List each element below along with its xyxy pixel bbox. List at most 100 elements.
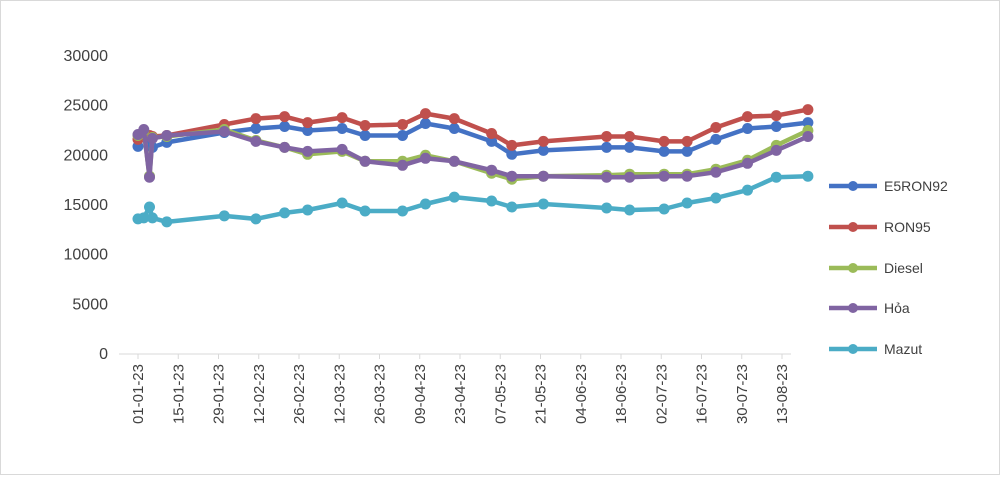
legend: E5RON92 RON95 Diesel Hỏa Mazut [829, 178, 948, 357]
legend-marker [848, 222, 858, 232]
legend-item: Hỏa [829, 300, 910, 316]
data-point [336, 197, 348, 209]
x-axis: 01-01-23 15-01-23 29-01-23 12-02-23 26-02-23… [119, 353, 791, 424]
data-point [742, 111, 753, 123]
series-ron95 [132, 104, 814, 151]
data-point [144, 201, 155, 213]
data-point [250, 135, 262, 147]
data-point [770, 121, 782, 132]
x-tick-label: 26-02-23 [291, 364, 308, 424]
series-mazut [132, 170, 814, 228]
series-line [135, 173, 811, 225]
data-point [279, 111, 291, 123]
data-point [486, 164, 498, 176]
series-line [135, 107, 811, 148]
data-point [279, 207, 291, 219]
data-point [710, 166, 722, 178]
data-point [336, 143, 348, 155]
data-point [681, 135, 693, 147]
data-point [802, 117, 814, 129]
data-point [742, 184, 753, 196]
data-point [138, 124, 150, 135]
data-point [279, 121, 291, 132]
x-tick-label: 16-07-23 [694, 364, 711, 424]
y-tick-label: 20000 [64, 147, 109, 164]
data-point [420, 198, 431, 210]
series-layer [132, 104, 814, 228]
data-point [302, 145, 314, 157]
data-point [506, 170, 518, 182]
data-point [770, 144, 782, 156]
y-tick-label: 30000 [64, 48, 109, 65]
legend-item: RON95 [829, 219, 931, 235]
data-point [742, 157, 753, 169]
y-tick-label: 15000 [64, 197, 109, 214]
data-point [601, 202, 613, 214]
data-point [144, 171, 155, 183]
data-point [658, 135, 670, 147]
data-point [397, 119, 408, 130]
data-point [420, 118, 431, 129]
x-tick-label: 26-03-23 [372, 364, 389, 424]
data-point [359, 130, 371, 141]
data-point [658, 145, 670, 157]
data-point [624, 141, 636, 153]
series-hỏa [132, 124, 814, 183]
data-point [448, 155, 460, 167]
data-point [250, 213, 262, 225]
legend-item: Mazut [829, 341, 922, 357]
data-point [336, 123, 348, 134]
legend-label: E5RON92 [884, 178, 948, 194]
x-tick-label: 30-07-23 [734, 364, 751, 424]
x-tick-label: 12-03-23 [331, 364, 348, 424]
data-point [710, 122, 722, 133]
data-point [601, 131, 613, 142]
data-point [250, 113, 262, 125]
data-point [359, 155, 371, 167]
data-point [802, 170, 814, 182]
data-point [359, 205, 371, 217]
data-point [506, 139, 518, 151]
data-point [624, 131, 636, 142]
data-point [506, 201, 518, 213]
y-tick-label: 10000 [64, 247, 109, 264]
x-tick-label: 13-08-23 [774, 364, 791, 424]
data-point [506, 148, 518, 160]
legend-label: Diesel [884, 260, 923, 276]
data-point [448, 123, 460, 134]
data-point [710, 192, 722, 204]
y-axis-tick-labels: 0 5000 10000 15000 20000 25000 30000 [64, 48, 109, 363]
x-tick-label: 29-01-23 [211, 364, 228, 424]
data-point [802, 104, 814, 116]
data-point [486, 135, 498, 147]
data-point [359, 120, 371, 131]
data-point [397, 205, 408, 217]
data-point [420, 108, 431, 120]
legend-label: Mazut [884, 341, 922, 357]
data-point [770, 110, 782, 122]
data-point [624, 171, 636, 183]
x-tick-label: 04-06-23 [573, 364, 590, 424]
data-point [658, 203, 670, 215]
x-tick-label: 18-06-23 [613, 364, 630, 424]
legend-marker [848, 181, 858, 191]
data-point [681, 145, 693, 157]
legend-item: Diesel [829, 260, 923, 276]
data-point [397, 159, 408, 171]
data-point [302, 204, 314, 216]
y-tick-label: 0 [99, 346, 108, 363]
data-point [302, 117, 314, 129]
data-point [161, 216, 173, 228]
legend-label: Hỏa [884, 300, 910, 316]
data-point [161, 130, 173, 141]
x-tick-label: 23-04-23 [452, 364, 469, 424]
data-point [138, 212, 150, 224]
data-point [537, 135, 549, 147]
legend-marker [848, 303, 858, 313]
data-point [710, 133, 722, 145]
data-point [486, 128, 498, 139]
data-point [537, 170, 549, 182]
data-point [486, 195, 498, 207]
